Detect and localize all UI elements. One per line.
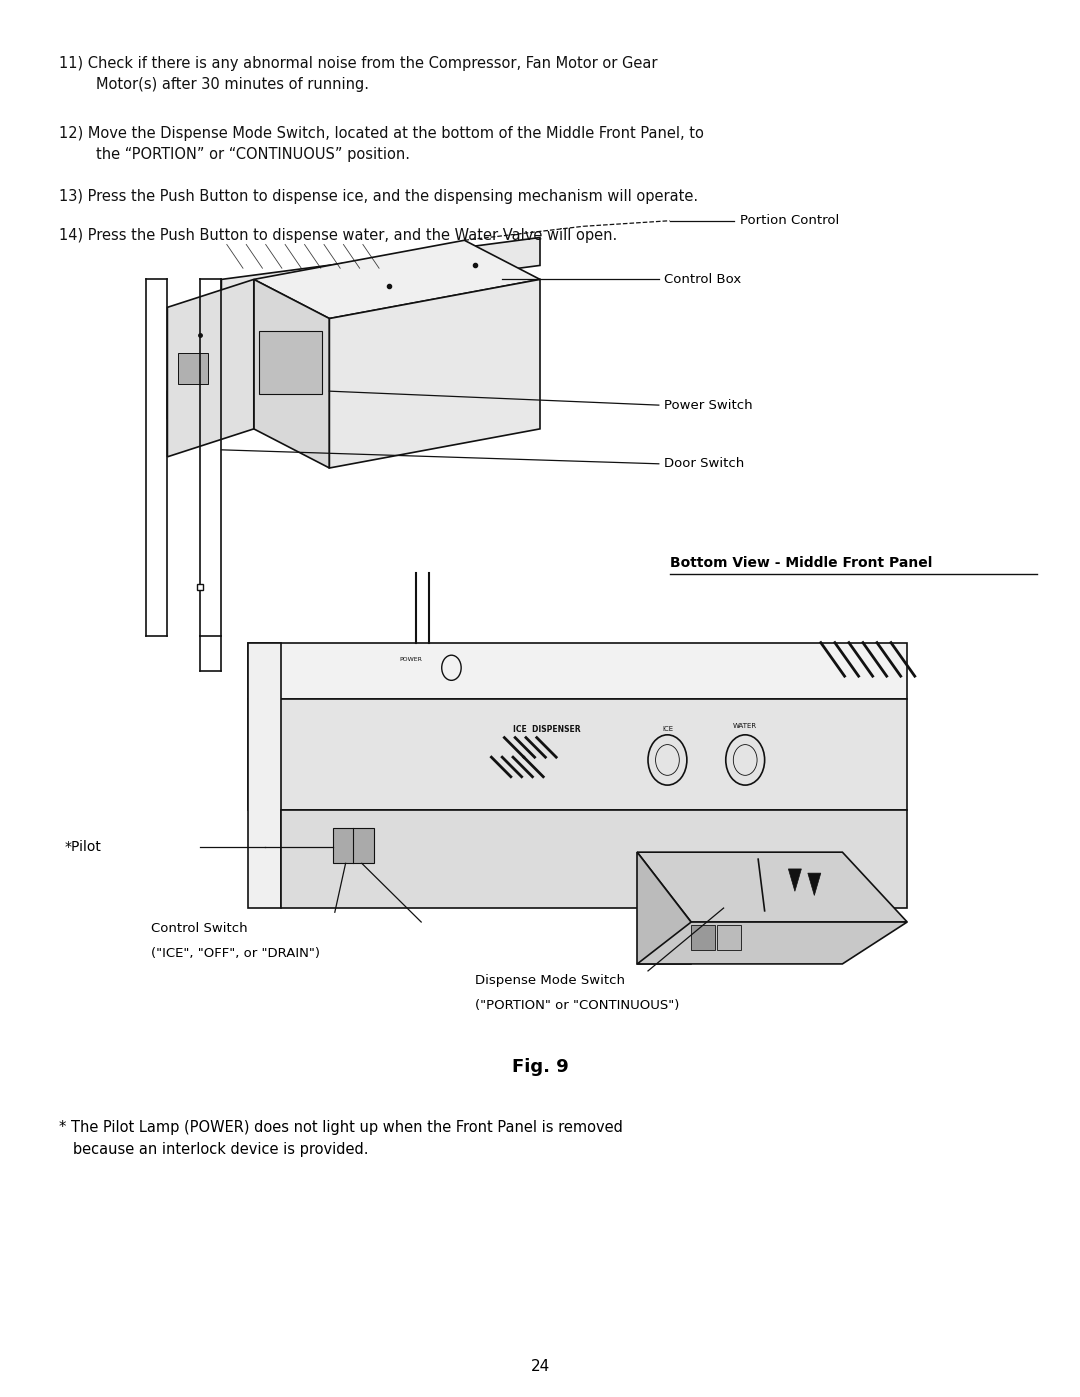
Polygon shape	[637, 852, 691, 964]
Text: 24: 24	[530, 1359, 550, 1373]
Polygon shape	[248, 643, 281, 908]
Text: Portion Control: Portion Control	[740, 214, 839, 228]
Text: Door Switch: Door Switch	[664, 457, 744, 471]
Text: 12) Move the Dispense Mode Switch, located at the bottom of the Middle Front Pan: 12) Move the Dispense Mode Switch, locat…	[59, 126, 704, 162]
Polygon shape	[221, 237, 540, 307]
Text: *Pilot: *Pilot	[65, 840, 102, 854]
Text: Power Switch: Power Switch	[664, 398, 753, 412]
Polygon shape	[808, 873, 821, 895]
Text: WATER: WATER	[733, 724, 757, 729]
Text: Bottom View - Middle Front Panel: Bottom View - Middle Front Panel	[670, 556, 932, 570]
Polygon shape	[259, 331, 322, 394]
Text: Dispense Mode Switch: Dispense Mode Switch	[475, 974, 625, 986]
Text: 14) Press the Push Button to dispense water, and the Water Valve will open.: 14) Press the Push Button to dispense wa…	[59, 228, 618, 243]
Polygon shape	[281, 810, 907, 908]
Text: Fig. 9: Fig. 9	[512, 1059, 568, 1076]
Bar	[691, 925, 715, 950]
Text: Control Switch: Control Switch	[151, 922, 247, 935]
Polygon shape	[167, 335, 313, 419]
Text: Control Box: Control Box	[664, 272, 742, 286]
Text: ("ICE", "OFF", or "DRAIN"): ("ICE", "OFF", or "DRAIN")	[151, 947, 320, 960]
Polygon shape	[254, 279, 329, 468]
Polygon shape	[254, 240, 540, 319]
Polygon shape	[248, 698, 907, 810]
Text: 11) Check if there is any abnormal noise from the Compressor, Fan Motor or Gear
: 11) Check if there is any abnormal noise…	[59, 56, 658, 92]
Text: ICE  DISPENSER: ICE DISPENSER	[513, 725, 581, 733]
Text: POWER: POWER	[400, 657, 422, 662]
Polygon shape	[637, 852, 907, 922]
FancyBboxPatch shape	[333, 828, 374, 863]
Bar	[717, 925, 741, 950]
Polygon shape	[788, 869, 801, 891]
Text: ("PORTION" or "CONTINUOUS"): ("PORTION" or "CONTINUOUS")	[475, 999, 679, 1011]
Text: * The Pilot Lamp (POWER) does not light up when the Front Panel is removed
   be: * The Pilot Lamp (POWER) does not light …	[59, 1120, 623, 1157]
Text: 13) Press the Push Button to dispense ice, and the dispensing mechanism will ope: 13) Press the Push Button to dispense ic…	[59, 189, 699, 204]
Polygon shape	[637, 922, 907, 964]
Polygon shape	[248, 643, 907, 698]
Polygon shape	[329, 279, 540, 468]
Polygon shape	[167, 279, 254, 457]
Text: ICE: ICE	[662, 726, 673, 732]
Bar	[178, 353, 208, 384]
